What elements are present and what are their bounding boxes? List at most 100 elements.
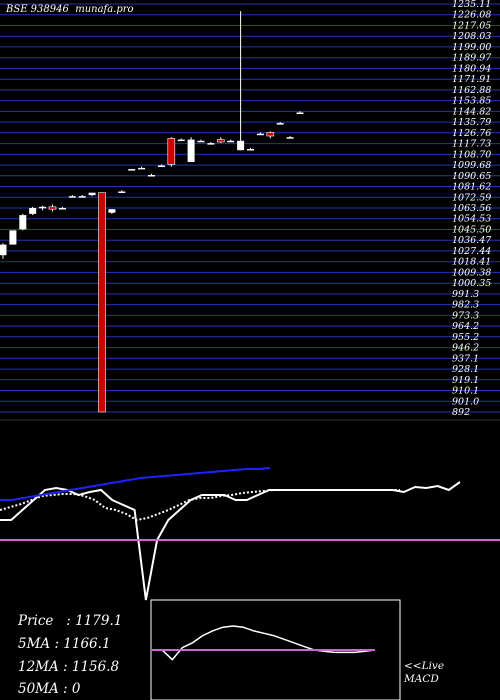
candle-body [29, 208, 37, 214]
y-tick-label: 1199.00 [452, 42, 491, 53]
candle [88, 192, 96, 197]
candle-body [177, 139, 185, 142]
y-tick-label: 1000.35 [452, 278, 491, 289]
y-tick-label: 1180.94 [452, 63, 491, 74]
candle [108, 209, 116, 214]
y-tick-label: 901.0 [452, 396, 479, 407]
candle-body [78, 196, 86, 198]
indicator-line [0, 467, 271, 501]
price-chart-bg [0, 0, 500, 420]
candle [237, 11, 245, 151]
candle [68, 195, 76, 198]
candle [118, 190, 126, 193]
macd-label-line1: <<Live [404, 660, 445, 672]
candle [167, 137, 176, 167]
y-tick-label: 1072.59 [452, 192, 491, 203]
candle-body [39, 206, 47, 209]
candle-body [9, 230, 17, 245]
macd-label: <<Live MACD [404, 660, 444, 686]
y-tick-label: 1090.65 [452, 171, 491, 182]
candle-body [237, 140, 245, 151]
candle [29, 206, 37, 216]
candle [197, 139, 205, 143]
y-tick-label: 1189.97 [452, 53, 492, 64]
candle-body [128, 169, 136, 171]
candle-body [19, 215, 27, 230]
candle [138, 166, 146, 170]
y-tick-label: 1235.11 [452, 0, 491, 10]
candle-body [217, 139, 225, 143]
indicator-line [0, 489, 400, 522]
candle [217, 137, 225, 144]
candles [0, 11, 304, 413]
candle-body [167, 138, 176, 165]
y-tick-label: 1217.05 [452, 21, 491, 32]
y-tick-label: 919.1 [452, 375, 479, 386]
y-tick-label: 1009.38 [452, 267, 491, 278]
y-tick-label: 946.2 [452, 343, 479, 354]
y-tick-label: 1045.50 [452, 225, 491, 236]
candle [187, 137, 195, 162]
candle-body [118, 191, 126, 193]
y-tick-label: 1063.56 [452, 203, 491, 214]
candle-body [68, 196, 76, 198]
y-axis-ticks: 1235.111226.081217.051208.031199.001189.… [452, 0, 492, 418]
macd-label-line2: MACD [404, 673, 439, 685]
candle-body [256, 133, 264, 136]
candle [276, 121, 284, 125]
y-tick-label: 982.3 [452, 300, 479, 311]
ma50-stat: 50MA : 0 [18, 681, 81, 697]
candle [128, 169, 136, 171]
y-tick-label: 973.3 [452, 310, 479, 321]
candle-body [88, 192, 96, 196]
y-tick-label: 937.1 [452, 353, 479, 364]
indicator-panel [0, 467, 500, 601]
y-tick-label: 910.1 [452, 386, 479, 397]
y-tick-label: 1054.53 [452, 214, 491, 225]
candle-body [187, 139, 195, 162]
y-tick-label: 1226.08 [452, 10, 491, 21]
candle [0, 243, 7, 259]
candle [157, 164, 165, 167]
y-tick-label: 1171.91 [452, 74, 491, 85]
candle-body [286, 137, 294, 139]
y-tick-label: 1144.82 [452, 106, 491, 117]
y-tick-label: 1027.44 [452, 246, 491, 257]
candle [266, 131, 275, 139]
candle-body [276, 123, 284, 125]
candle [19, 213, 27, 231]
macd-line [152, 625, 376, 661]
y-tick-label: 1126.76 [452, 128, 491, 139]
y-tick-label: 1108.70 [452, 149, 491, 160]
candle-body [207, 143, 215, 145]
candle [227, 139, 235, 143]
price-gridlines [0, 3, 500, 413]
ma12-stat: 12MA : 1156.8 [18, 659, 120, 675]
candle-body [138, 167, 146, 170]
y-tick-label: 1153.85 [452, 96, 491, 107]
candle [148, 173, 155, 177]
macd-panel [152, 625, 376, 661]
candle [39, 205, 47, 211]
y-tick-label: 1081.62 [452, 182, 491, 193]
candle [98, 192, 106, 413]
y-tick-label: 1117.73 [452, 139, 491, 150]
candle-body [197, 140, 205, 143]
candle-body [0, 244, 7, 256]
y-tick-label: 1162.88 [452, 85, 491, 96]
y-tick-label: 964.2 [452, 321, 479, 332]
candle-body [296, 112, 304, 114]
candle-body [108, 209, 116, 213]
candle-body [157, 165, 165, 167]
y-tick-label: 928.1 [452, 364, 479, 375]
candle [58, 206, 66, 210]
y-tick-label: 1208.03 [452, 31, 491, 42]
ma5-stat: 5MA : 1166.1 [18, 636, 111, 652]
candle-body [48, 206, 57, 210]
price-stat: Price : 1179.1 [18, 613, 123, 629]
y-tick-label: 1036.47 [452, 235, 492, 246]
candle-body [98, 192, 106, 413]
y-tick-label: 955.2 [452, 332, 479, 343]
candle [78, 195, 86, 198]
candle [256, 132, 264, 136]
